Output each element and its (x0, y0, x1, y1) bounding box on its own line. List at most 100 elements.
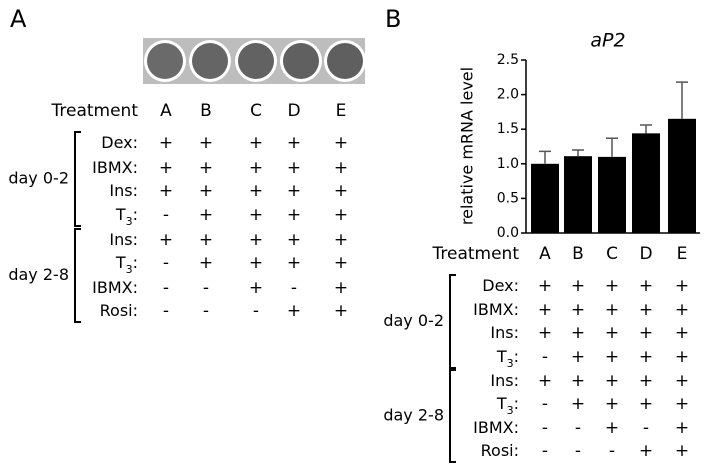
panel-label: A (10, 5, 27, 33)
cell: - (542, 347, 548, 367)
row-label-part: 3 (507, 404, 514, 417)
row-label-part: : (133, 253, 138, 272)
row-label-part: T (496, 347, 507, 366)
cell: + (605, 418, 619, 438)
cell: + (675, 276, 689, 296)
cell: + (675, 371, 689, 391)
cell: + (538, 300, 552, 320)
row-label-part: Ins: (490, 371, 519, 390)
cell: + (334, 301, 348, 321)
cell: + (675, 347, 689, 367)
cell: - (542, 394, 548, 414)
cell: - (575, 418, 581, 438)
cell: + (249, 253, 263, 273)
table-header: Treatment (431, 244, 519, 264)
cell: - (542, 441, 548, 461)
cell: + (639, 323, 653, 343)
cell: + (334, 181, 348, 201)
cell: - (291, 278, 297, 298)
row-label-part: Dex: (482, 276, 519, 295)
cell: - (253, 301, 259, 321)
cell: + (605, 347, 619, 367)
cell: + (605, 276, 619, 296)
bar (632, 133, 660, 233)
row-label-part: Rosi: (100, 301, 138, 320)
cell: + (571, 371, 585, 391)
row-label-part: : (514, 347, 519, 366)
y-tick-label: 0.5 (497, 190, 519, 206)
row-label-part: Ins: (109, 230, 138, 249)
cell: + (571, 347, 585, 367)
cell: + (287, 301, 301, 321)
row-label: IBMX: (473, 300, 519, 319)
y-tick-label: 0.0 (497, 225, 519, 241)
cell: + (639, 347, 653, 367)
row-label-part: Rosi: (481, 441, 519, 460)
row-label: IBMX: (92, 278, 138, 297)
cell: - (203, 278, 209, 298)
cell: + (199, 205, 213, 225)
cell: + (334, 133, 348, 153)
cell: + (334, 230, 348, 250)
cell: + (287, 158, 301, 178)
cell: + (287, 253, 301, 273)
group-label: day 0-2 (8, 169, 69, 188)
cell: + (675, 441, 689, 461)
cell: + (287, 181, 301, 201)
cell: + (159, 230, 173, 250)
row-label: Ins: (109, 230, 138, 249)
cell: - (542, 418, 548, 438)
column-label: D (287, 101, 300, 121)
row-label: Dex: (482, 276, 519, 295)
cell: + (605, 300, 619, 320)
error-bar (606, 137, 618, 157)
panel-label: B (385, 5, 401, 33)
cell: + (334, 158, 348, 178)
row-label: Ins: (109, 181, 138, 200)
cell: + (199, 181, 213, 201)
cell: + (199, 133, 213, 153)
cell: + (538, 371, 552, 391)
y-tick-label: 1.5 (497, 121, 519, 137)
error-bar (676, 81, 688, 119)
cell: + (605, 371, 619, 391)
cell: + (639, 300, 653, 320)
row-label: T3: (115, 253, 138, 276)
cell: + (639, 394, 653, 414)
bar (598, 156, 626, 233)
bracket (449, 369, 456, 463)
well-image (143, 38, 366, 84)
cell: + (571, 276, 585, 296)
cell: + (571, 300, 585, 320)
row-label-part: Dex: (101, 133, 138, 152)
column-label: E (336, 101, 347, 121)
bar (668, 118, 696, 233)
y-tick-label: 2.0 (497, 87, 519, 103)
column-label: B (572, 244, 584, 264)
chart-title: aP2 (590, 30, 625, 52)
cell: + (249, 205, 263, 225)
cell: + (675, 323, 689, 343)
cell: - (609, 441, 615, 461)
row-label: IBMX: (92, 158, 138, 177)
cell: + (675, 418, 689, 438)
y-tick-label: 1.0 (497, 156, 519, 172)
cell: + (249, 133, 263, 153)
cell: + (334, 205, 348, 225)
cell: + (675, 300, 689, 320)
cell: + (287, 133, 301, 153)
row-label: Ins: (490, 371, 519, 390)
error-bar (640, 124, 652, 134)
cell: - (575, 441, 581, 461)
group-label: day 0-2 (383, 311, 444, 330)
cell: + (249, 158, 263, 178)
cell: + (334, 278, 348, 298)
cell: + (287, 230, 301, 250)
error-bar (572, 149, 584, 157)
row-label-part: T (115, 253, 126, 272)
cell: + (159, 181, 173, 201)
row-label-part: IBMX: (92, 158, 138, 177)
cell: + (538, 276, 552, 296)
cell: - (163, 205, 169, 225)
bar (531, 163, 559, 233)
